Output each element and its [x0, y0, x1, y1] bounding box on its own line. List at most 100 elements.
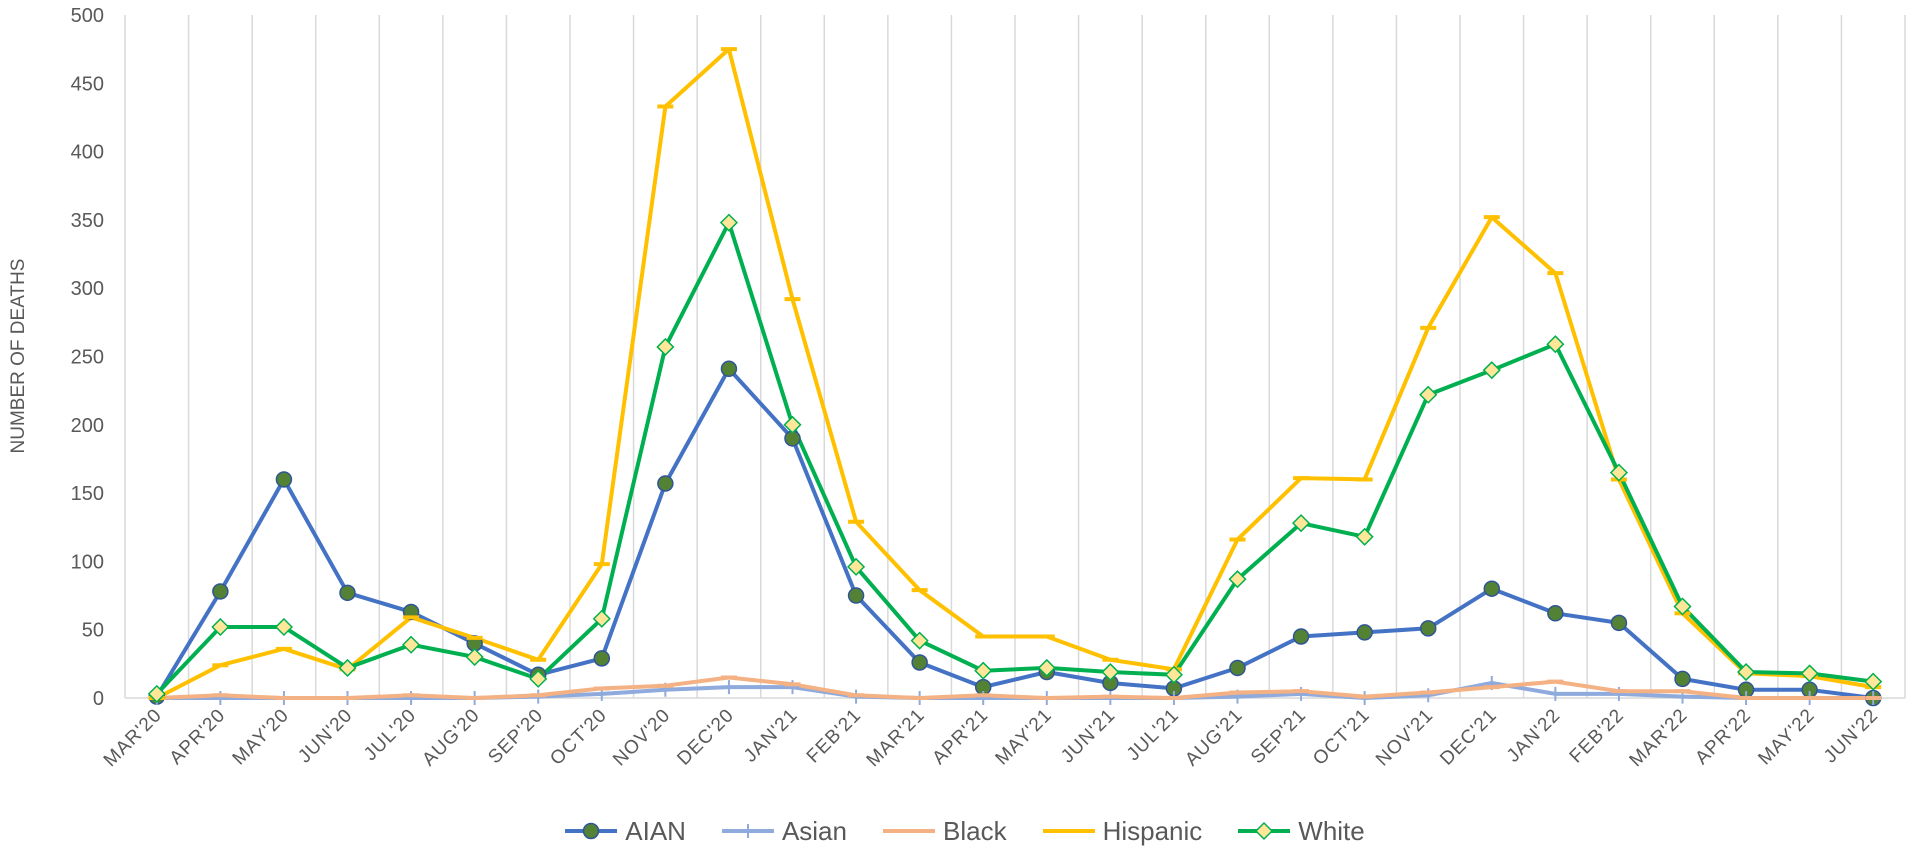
- series-markers: [147, 47, 1883, 707]
- x-tick-label: NOV'20: [609, 705, 675, 771]
- x-tick-label: SEP'21: [1247, 705, 1310, 768]
- legend-item: Black: [881, 816, 1007, 847]
- white-marker: [1101, 662, 1120, 682]
- white-marker: [1482, 361, 1501, 380]
- aian-marker: [720, 360, 738, 378]
- aian-marker: [657, 475, 674, 492]
- aian-marker: [911, 654, 928, 671]
- aian-marker: [1547, 605, 1564, 622]
- x-tick-label: AUG'20: [418, 705, 484, 771]
- white-marker: [910, 631, 929, 650]
- aian-marker: [275, 471, 293, 488]
- aian-marker: [847, 587, 865, 604]
- white-marker: [402, 635, 421, 654]
- asian-marker: [1294, 686, 1309, 701]
- grid-lines: [124, 15, 1906, 699]
- legend-label: White: [1298, 815, 1365, 846]
- legend-label: Hispanic: [1102, 815, 1203, 846]
- black-line: [156, 675, 1874, 700]
- x-tick-label: JUN'21: [1057, 705, 1120, 768]
- x-tick-label: MAR'21: [863, 705, 929, 771]
- white-marker: [1292, 514, 1311, 533]
- white-marker: [147, 684, 166, 703]
- y-tick-label: 250: [71, 347, 104, 369]
- y-axis-label: NUMBER OF DEATHS: [8, 259, 29, 454]
- x-tick-label: JAN'22: [1503, 705, 1565, 767]
- hispanic-legend-swatch: [1042, 829, 1095, 833]
- white-marker: [1037, 658, 1056, 678]
- y-tick-label: 350: [71, 210, 104, 232]
- aian-marker: [1229, 659, 1246, 677]
- x-tick-label: FEB'21: [803, 705, 866, 768]
- x-tick-label: NOV'21: [1372, 705, 1438, 771]
- black-legend-swatch: [882, 829, 935, 833]
- x-tick-label: MAR'20: [100, 705, 166, 771]
- asian-marker: [404, 691, 419, 705]
- white-marker: [656, 337, 675, 356]
- asian-marker: [1548, 686, 1563, 701]
- x-tick-label: APR'20: [166, 705, 230, 769]
- x-tick-label: JUL'20: [360, 705, 421, 766]
- white-marker: [1355, 527, 1374, 546]
- white-marker: [592, 609, 611, 628]
- x-tick-label: DEC'20: [673, 705, 738, 770]
- white-marker: [1609, 463, 1628, 482]
- x-tick-label: JUN'22: [1820, 705, 1883, 768]
- white-marker: [211, 617, 230, 637]
- y-tick-label: 150: [71, 483, 104, 505]
- white-marker: [338, 658, 357, 678]
- x-tick-label: JAN'21: [740, 705, 802, 767]
- y-tick-label: 100: [71, 551, 104, 573]
- y-tick-label: 300: [71, 278, 104, 300]
- legend-label: AIAN: [625, 815, 686, 846]
- aian-marker: [1610, 614, 1628, 632]
- asian-legend-swatch: [721, 824, 774, 838]
- x-tick-label: JUL'21: [1123, 705, 1184, 766]
- white-marker: [1864, 672, 1883, 691]
- x-tick-label: MAR'22: [1626, 705, 1692, 771]
- aian-marker: [212, 583, 229, 600]
- y-tick-label: 200: [71, 415, 104, 437]
- x-tick-label: MAY'22: [1754, 705, 1819, 770]
- white-marker: [465, 647, 484, 667]
- x-tick-label: MAY'20: [229, 705, 294, 770]
- white-marker: [1228, 570, 1247, 589]
- white-marker: [1164, 665, 1183, 684]
- white-marker: [1673, 597, 1692, 616]
- x-tick-label: AUG'21: [1181, 705, 1247, 771]
- y-tick-label: 500: [71, 5, 104, 27]
- aian-marker: [1419, 620, 1437, 637]
- white-line: [155, 220, 1874, 696]
- white-marker: [529, 669, 548, 688]
- aian-marker: [583, 822, 600, 840]
- white-marker: [783, 415, 802, 434]
- x-tick-label: APR'21: [929, 705, 993, 769]
- y-tick-label: 400: [71, 142, 104, 164]
- series-lines: [155, 47, 1874, 700]
- y-tick-label: 0: [93, 688, 104, 710]
- aian-legend-swatch: [565, 822, 618, 840]
- aian-marker: [1674, 670, 1691, 688]
- white-marker: [974, 661, 993, 680]
- asian-marker: [721, 680, 736, 695]
- legend-label: Black: [942, 815, 1007, 846]
- white-marker: [847, 557, 866, 576]
- aian-marker: [1292, 628, 1310, 645]
- x-tick-label: MAY'21: [992, 705, 1057, 770]
- x-tick-label: APR'22: [1691, 705, 1755, 769]
- legend-item: AIAN: [563, 816, 686, 847]
- legend-label: Asian: [781, 815, 847, 846]
- white-marker: [1255, 821, 1274, 841]
- line-chart: NUMBER OF DEATHS 0 50 100 150 200 250 300 350 40…: [8, 5, 1906, 771]
- white-marker: [1800, 664, 1819, 683]
- asian-marker: [740, 824, 755, 838]
- y-tick-labels: 0 50 100 150 200 250 300 350 400 450 500: [71, 5, 104, 710]
- white-marker: [1737, 662, 1756, 682]
- aian-marker: [593, 650, 611, 667]
- chart-legend: AIAN Asian Black Hispanic White: [0, 805, 1928, 857]
- x-tick-label: DEC'21: [1436, 705, 1501, 770]
- legend-item: Hispanic: [1041, 815, 1203, 847]
- x-tick-label: JUN'20: [294, 705, 357, 768]
